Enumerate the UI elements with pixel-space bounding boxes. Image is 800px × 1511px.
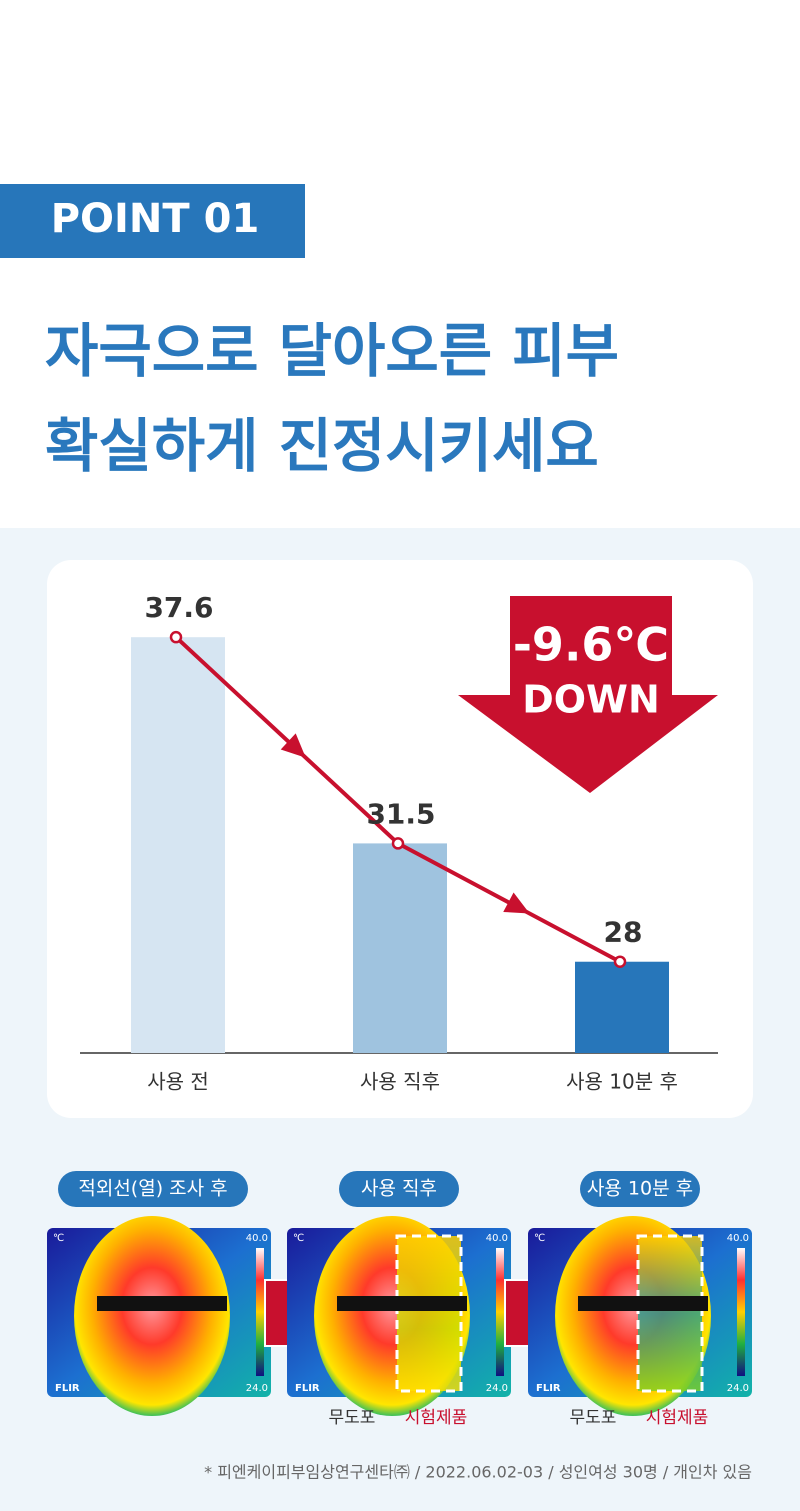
bar [353, 843, 447, 1053]
legend-left: 무도포 [329, 1408, 376, 1428]
scale-unit: ℃ [534, 1233, 545, 1244]
scale-max: 40.0 [486, 1233, 508, 1244]
top-background [0, 0, 800, 528]
point [613, 955, 627, 968]
scale-min: 24.0 [486, 1383, 508, 1394]
panel-label: 사용 직후 [361, 1178, 437, 1200]
scale-min: 24.0 [246, 1383, 268, 1394]
face-heat [74, 1216, 230, 1416]
cooled-area [397, 1236, 461, 1391]
bar [575, 961, 669, 1053]
panel-label: 적외선(열) 조사 후 [78, 1178, 227, 1200]
x-tick-label: 사용 전 [147, 1070, 209, 1094]
eye-mask [337, 1296, 467, 1311]
value-label: 37.6 [144, 591, 213, 624]
bar [131, 637, 225, 1053]
label-pill [339, 1171, 459, 1207]
scale-min: 24.0 [727, 1383, 749, 1394]
eye-mask [578, 1296, 708, 1311]
scale-unit: ℃ [53, 1233, 64, 1244]
brand: FLIR [536, 1383, 561, 1394]
down-arrow [458, 596, 718, 793]
color-scale [737, 1248, 745, 1376]
panel-label: 사용 10분 후 [587, 1178, 693, 1200]
chart: 사용 전 사용 직후 사용 10분 후 37.6 31.5 28 [131, 591, 678, 1094]
label-pill [580, 1171, 700, 1207]
headline: 확실하게 진정시키세요 [45, 412, 599, 480]
trend-arrowhead [503, 892, 530, 914]
point [391, 837, 405, 850]
scale-unit: ℃ [293, 1233, 304, 1244]
headline: 자극으로 달아오른 피부 [45, 317, 619, 385]
badge-text: POINT 01 [51, 196, 260, 242]
legend-right: 시험제품 [646, 1408, 709, 1428]
test-area [636, 1234, 704, 1393]
legend-left: 무도포 [570, 1408, 617, 1428]
color-scale [496, 1248, 504, 1376]
x-tick-label: 사용 직후 [360, 1070, 440, 1094]
footnote: * 피엔케이피부임상연구센타㈜ / 2022.06.02-03 / 성인여성 3… [204, 1463, 752, 1482]
badge [0, 184, 305, 258]
trend-arrowhead [280, 733, 306, 758]
value-label: 31.5 [366, 797, 435, 830]
annotation: -9.6℃ [513, 618, 669, 672]
scale-max: 40.0 [246, 1233, 268, 1244]
thermal-section: 적외선(열) 조사 후 ℃ 40.0 24.0 FLIR 사용 직후 ℃ 40.0 24.0 FL… [47, 1171, 752, 1428]
label-pill [58, 1171, 248, 1207]
cooled-area [638, 1236, 702, 1391]
eye-mask [97, 1296, 227, 1311]
scale-max: 40.0 [727, 1233, 749, 1244]
test-area [395, 1234, 463, 1393]
color-scale [256, 1248, 264, 1376]
x-tick-label: 사용 10분 후 [566, 1070, 678, 1094]
legend-right: 시험제품 [405, 1408, 468, 1428]
brand: FLIR [295, 1383, 320, 1394]
value-label: 28 [604, 916, 643, 949]
point [169, 630, 183, 644]
brand: FLIR [55, 1383, 80, 1394]
annotation: DOWN [522, 678, 660, 722]
